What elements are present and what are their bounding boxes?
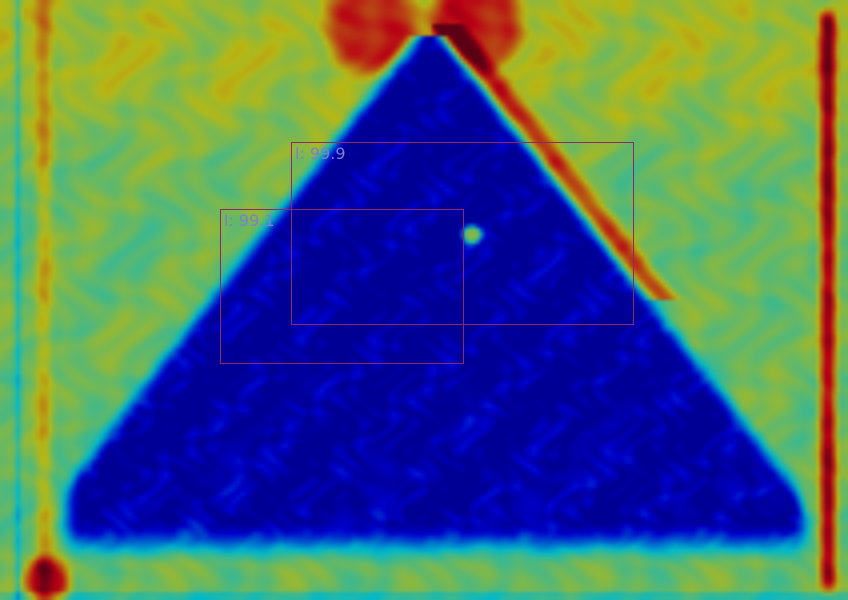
heatmap-image [0,0,848,600]
image-stage: l: 99.9 l: 99.1 [0,0,848,600]
